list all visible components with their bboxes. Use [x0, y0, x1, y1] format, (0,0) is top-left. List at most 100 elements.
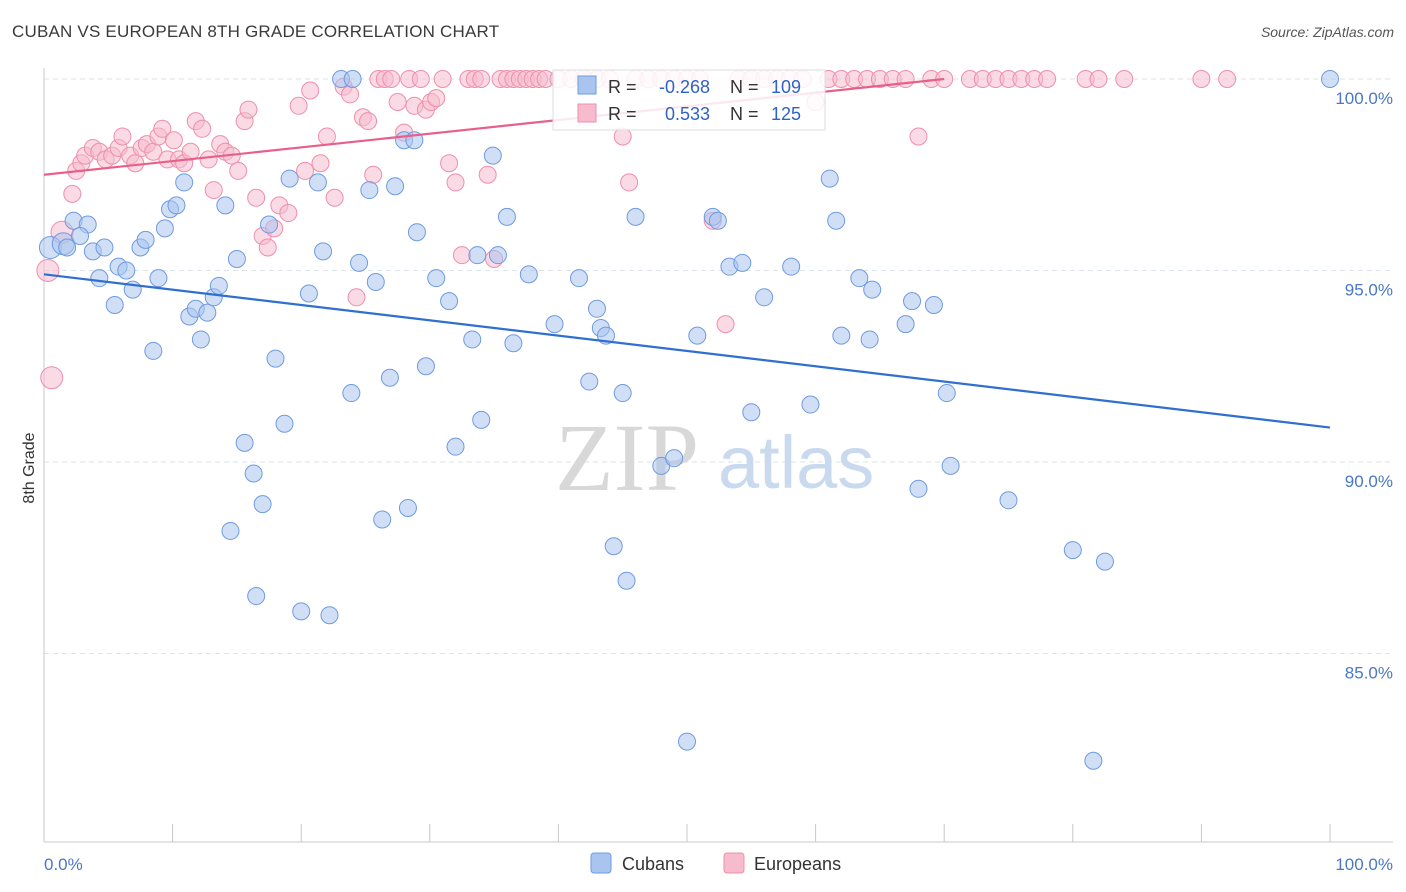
cubans-point: [209, 276, 228, 295]
cubans-point: [280, 169, 299, 188]
cubans-point: [244, 464, 263, 483]
axis-layer: [43, 68, 1393, 843]
cubans-point: [827, 211, 846, 230]
europeans-point: [279, 204, 298, 223]
cubans-point: [386, 177, 405, 196]
cubans-point: [191, 330, 210, 349]
cubans-trend-line: [43, 273, 1331, 429]
europeans-point: [311, 154, 330, 173]
cubans-point: [617, 571, 636, 590]
cubans-point: [924, 295, 943, 314]
cubans-point: [198, 303, 217, 322]
cubans-point: [903, 292, 922, 311]
cubans-point: [58, 238, 77, 257]
cubans-point: [427, 269, 446, 288]
cubans-point: [545, 315, 564, 334]
y-tick-label: 85.0%: [1345, 664, 1393, 683]
europeans-point: [153, 119, 172, 138]
cubans-point: [299, 284, 318, 303]
cubans-r-value: -0.268: [659, 77, 710, 97]
cubans-point: [463, 330, 482, 349]
cubans-point: [144, 341, 163, 360]
cubans-point: [292, 602, 311, 621]
cubans-point: [117, 261, 136, 280]
europeans-point: [452, 246, 471, 265]
europeans-point: [427, 89, 446, 108]
cubans-point: [1063, 541, 1082, 560]
cubans-point: [909, 479, 928, 498]
europeans-point: [289, 96, 308, 115]
cubans-point: [350, 253, 369, 272]
cubans-point: [733, 253, 752, 272]
cubans-point: [90, 269, 109, 288]
cubans-n-value: 109: [771, 77, 801, 97]
source-attribution: Source: ZipAtlas.com: [1260, 24, 1394, 40]
europeans-point: [239, 100, 258, 119]
europeans-point: [411, 70, 430, 88]
europeans-point: [446, 173, 465, 192]
europeans-point: [382, 70, 401, 88]
europeans-point: [1115, 70, 1134, 88]
cubans-point: [580, 372, 599, 391]
cubans-point: [360, 181, 379, 200]
cubans-point: [708, 211, 727, 230]
watermark-atlas: atlas: [718, 421, 874, 504]
cubans-point: [275, 414, 294, 433]
cubans-point: [95, 238, 114, 257]
cubans-point: [71, 227, 90, 246]
cubans-point: [504, 334, 523, 353]
y-tick-label: 95.0%: [1345, 281, 1393, 300]
cubans-point: [1084, 751, 1103, 770]
cubans-point: [688, 326, 707, 345]
europeans-point: [247, 188, 266, 207]
x-tick-label-min: 0.0%: [44, 855, 83, 874]
cubans-point: [167, 196, 186, 215]
cubans-point: [863, 280, 882, 299]
europeans-point: [440, 154, 459, 173]
cubans-point: [446, 437, 465, 456]
europeans-point: [181, 142, 200, 161]
europeans-point: [1218, 70, 1237, 88]
cubans-point: [366, 272, 385, 291]
cubans-point: [832, 326, 851, 345]
europeans-legend-swatch: [577, 103, 597, 123]
cubans-legend-label: Cubans: [622, 854, 684, 874]
cubans-point: [260, 215, 279, 234]
stats-legend: R = -0.268 N = 109 R = 0.533 N = 125: [552, 69, 826, 131]
cubans-point: [373, 510, 392, 529]
europeans-point: [388, 92, 407, 111]
europeans-point: [1192, 70, 1211, 88]
cubans-point: [136, 230, 155, 249]
europeans-point: [325, 188, 344, 207]
europeans-n-label: N =: [730, 104, 759, 124]
europeans-point: [258, 238, 277, 257]
cubans-point: [247, 587, 266, 606]
cubans-point: [416, 357, 435, 376]
cubans-point: [320, 606, 339, 625]
europeans-point: [1038, 70, 1057, 88]
cubans-point: [860, 330, 879, 349]
europeans-point: [478, 165, 497, 184]
y-axis-label: 8th Grade: [21, 432, 38, 503]
cubans-point: [483, 146, 502, 165]
europeans-point: [164, 131, 183, 150]
zipatlas-watermark: ZIP atlas: [555, 404, 874, 511]
europeans-point: [296, 161, 315, 180]
cubans-point: [678, 732, 696, 751]
europeans-r-label: R =: [608, 104, 637, 124]
europeans-point: [229, 161, 248, 180]
europeans-point: [301, 81, 320, 100]
cubans-point: [519, 265, 538, 284]
cubans-point: [801, 395, 820, 414]
cubans-n-label: N =: [730, 77, 759, 97]
y-tick-label: 100.0%: [1335, 89, 1393, 108]
europeans-point: [716, 315, 735, 334]
cubans-point: [149, 269, 168, 288]
chart-title: CUBAN VS EUROPEAN 8TH GRADE CORRELATION …: [12, 22, 500, 41]
cubans-point: [227, 250, 246, 269]
europeans-legend-label: Europeans: [754, 854, 841, 874]
x-tick-label-max: 100.0%: [1335, 855, 1393, 874]
europeans-point: [317, 127, 336, 146]
cubans-point: [472, 410, 491, 429]
